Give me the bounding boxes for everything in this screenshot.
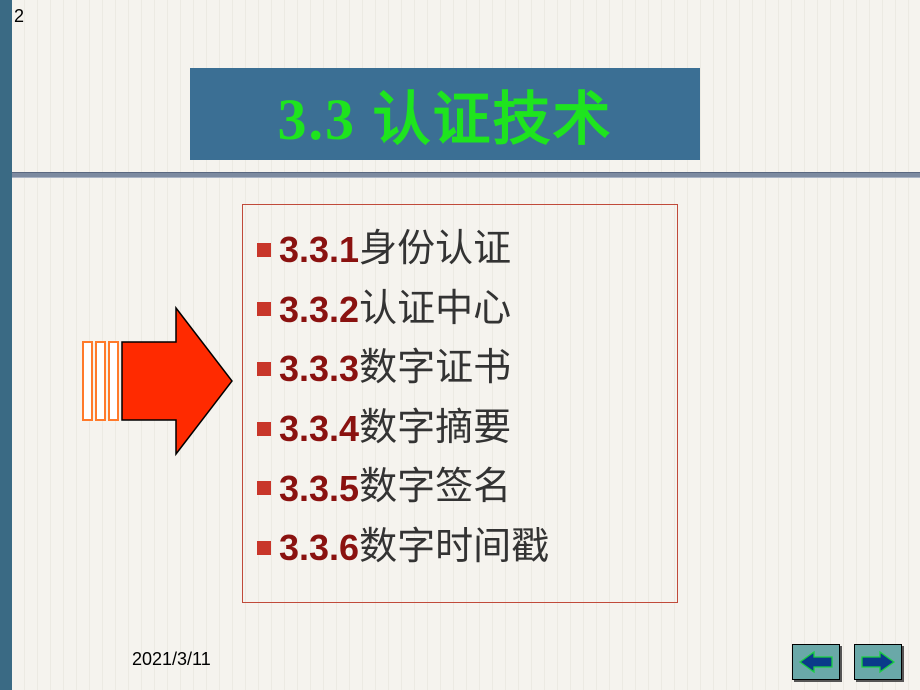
toc-item: 3.3.6 数字时间戳 <box>257 525 663 571</box>
bullet-icon <box>257 541 271 555</box>
bullet-icon <box>257 243 271 257</box>
toc-num: 3.3.2 <box>279 288 359 331</box>
toc-label: 数字签名 <box>359 465 511 511</box>
next-button[interactable] <box>854 644 902 680</box>
toc-label: 数字证书 <box>359 346 511 392</box>
toc-label: 数字时间戳 <box>359 525 549 571</box>
toc-num: 3.3.4 <box>279 407 359 450</box>
toc-label: 数字摘要 <box>359 406 511 452</box>
slide-canvas: 2 3.3 认证技术 3.3.1 身份认证 3.3.2 认证中心 3.3.3 数… <box>12 0 920 690</box>
toc-num: 3.3.3 <box>279 347 359 390</box>
bullet-icon <box>257 481 271 495</box>
divider-line <box>12 172 920 178</box>
toc-item: 3.3.1 身份认证 <box>257 227 663 273</box>
toc-label: 身份认证 <box>359 227 511 273</box>
toc-item: 3.3.2 认证中心 <box>257 287 663 333</box>
toc-item: 3.3.5 数字签名 <box>257 465 663 511</box>
prev-button[interactable] <box>792 644 840 680</box>
footer-date: 2021/3/11 <box>132 649 211 670</box>
arrow-left-icon <box>798 650 834 674</box>
toc-box: 3.3.1 身份认证 3.3.2 认证中心 3.3.3 数字证书 3.3.4 数… <box>242 204 678 603</box>
bullet-icon <box>257 422 271 436</box>
page-number: 2 <box>14 6 24 27</box>
big-arrow-icon <box>80 302 235 460</box>
title-box: 3.3 认证技术 <box>190 68 700 160</box>
toc-item: 3.3.3 数字证书 <box>257 346 663 392</box>
toc-label: 认证中心 <box>359 287 511 333</box>
bullet-icon <box>257 302 271 316</box>
bullet-icon <box>257 362 271 376</box>
arrow-right-icon <box>860 650 896 674</box>
toc-num: 3.3.5 <box>279 467 359 510</box>
toc-num: 3.3.1 <box>279 228 359 271</box>
toc-item: 3.3.4 数字摘要 <box>257 406 663 452</box>
slide-title: 3.3 认证技术 <box>277 72 612 156</box>
toc-num: 3.3.6 <box>279 526 359 569</box>
